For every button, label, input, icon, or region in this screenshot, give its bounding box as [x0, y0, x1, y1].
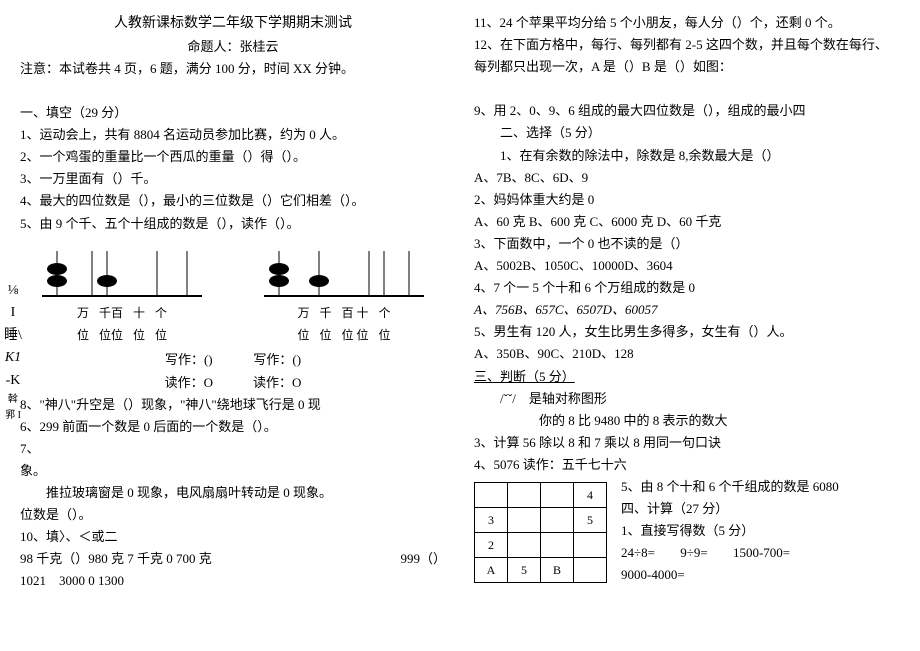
place-label: 位: [151, 325, 171, 345]
margin-glyph: ⅛: [2, 280, 24, 302]
grid-cell: [574, 557, 607, 582]
section-fill: 一、填空（29 分）: [20, 102, 446, 124]
abacus-1: 万 千百 十 个 位 位位 位 位: [37, 241, 207, 348]
choice-q3a: A、5002B、1050C、10000D、3604: [474, 255, 900, 277]
place-label: 位: [73, 325, 93, 345]
choice-q1a: A、7B、8C、6D、9: [474, 167, 900, 189]
grid-cell: 2: [475, 532, 508, 557]
write-as: 写作：(): [253, 349, 301, 371]
margin-glyph: 斡: [2, 392, 24, 408]
fill-q6: 6、299 前面一个数是 0 后面的一个数是（）。: [20, 416, 446, 438]
grid-cell: B: [541, 557, 574, 582]
fill-q7b: 象。: [20, 460, 446, 482]
choice-q4: 4、7 个一 5 个十和 6 个万组成的数是 0: [474, 277, 900, 299]
grid-cell: 5: [574, 507, 607, 532]
margin-glyph: K1: [2, 347, 24, 369]
judge-q1: /ˇˇ/ 是轴对称图形: [474, 388, 900, 410]
grid-note: 5、由 8 个十和 6 个千组成的数是 6080: [621, 476, 900, 498]
place-label: 位位: [95, 325, 127, 345]
fill-push: 推拉玻璃窗是 0 现象，电风扇扇叶转动是 0 现象。: [20, 482, 446, 504]
write-as: 写作：(): [165, 349, 213, 371]
margin-glyph: 郛 I: [2, 408, 24, 424]
judge-q4: 4、5076 读作：五千七十六: [474, 454, 900, 476]
abacus-icon: [37, 241, 207, 301]
grid-cell: [475, 482, 508, 507]
byline: 命题人：张桂云: [20, 36, 446, 58]
place-label: 千: [315, 303, 335, 323]
grid-cell: [574, 532, 607, 557]
read-as: 读作：O: [253, 372, 301, 394]
calc-item: 9000-4000=: [621, 564, 685, 586]
place-label: 位: [129, 325, 149, 345]
grid-cell: [508, 507, 541, 532]
judge-q3: 3、计算 56 除以 8 和 7 乘以 8 用同一句口诀: [474, 432, 900, 454]
margin-glyph: I 睡\: [2, 302, 24, 347]
fill-q11: 11、24 个苹果平均分给 5 个小朋友，每人分（）个，还剩 0 个。: [474, 12, 900, 34]
choice-q5: 5、男生有 120 人，女生比男生多得多，女生有（）人。: [474, 321, 900, 343]
grid-cell: [541, 507, 574, 532]
fill-q10c: 999（）: [400, 548, 446, 570]
fill-q4: 4、最大的四位数是（），最小的三位数是（）它们相差（）。: [20, 190, 446, 212]
paper-title: 人教新课标数学二年级下学期期末测试: [20, 12, 446, 36]
judge-q2: 你的 8 比 9480 中的 8 表示的数大: [474, 410, 900, 432]
place-label: 百 十: [338, 303, 373, 323]
abacus-2: 万 千 百 十 个 位 位 位 位 位: [259, 241, 429, 348]
place-labels-1: 万 千百 十 个 位 位位 位 位: [71, 301, 173, 348]
fill-q9: 9、用 2、0、9、6 组成的最大四位数是（），组成的最小四: [474, 100, 900, 122]
place-label: 万: [293, 303, 313, 323]
place-label: 个: [375, 303, 395, 323]
place-label: 位 位: [338, 325, 373, 345]
fill-q2: 2、一个鸡蛋的重量比一个西瓜的重量（）得（）。: [20, 146, 446, 168]
grid-cell: 4: [574, 482, 607, 507]
number-grid: 4 3 5 2 A 5 B: [474, 482, 607, 583]
right-column: 11、24 个苹果平均分给 5 个小朋友，每人分（）个，还剩 0 个。 12、在…: [474, 12, 900, 592]
grid-cell: 5: [508, 557, 541, 582]
choice-q1: 1、在有余数的除法中，除数是 8,余数最大是（）: [474, 145, 900, 167]
calc-item: 24÷8=: [621, 542, 655, 564]
place-labels-2: 万 千 百 十 个 位 位 位 位 位: [291, 301, 396, 348]
abacus-icon: [259, 241, 429, 301]
place-label: 位: [293, 325, 313, 345]
place-label: 十: [129, 303, 149, 323]
place-label: 位: [375, 325, 395, 345]
choice-q4a: A、756B、657C、6507D、60057: [474, 299, 900, 321]
notice: 注意：本试卷共 4 页，6 题，满分 100 分，时间 XX 分钟。: [20, 58, 446, 80]
calc-q1: 1、直接写得数（5 分）: [621, 520, 900, 542]
margin-glyph: -K: [2, 370, 24, 392]
read-as: 读作：O: [165, 372, 213, 394]
section-calc: 四、计算（27 分）: [621, 498, 900, 520]
place-label: 位: [315, 325, 335, 345]
calc-item: 9÷9=: [680, 542, 707, 564]
fill-q5: 5、由 9 个千、五个十组成的数是（），读作（）。: [20, 213, 446, 235]
grid-cell: [541, 532, 574, 557]
choice-q2: 2、妈妈体重大约是 0: [474, 189, 900, 211]
section-judge: 三、判断（5 分）: [474, 366, 900, 388]
choice-q5a: A、350B、90C、210D、128: [474, 343, 900, 365]
grid-cell: 3: [475, 507, 508, 532]
fill-q8: 8、"神八"升空是（）现象，"神八"绕地球飞行是 0 现: [20, 394, 446, 416]
fill-q1: 1、运动会上，共有 8804 名运动员参加比赛，约为 0 人。: [20, 124, 446, 146]
grid-cell: A: [475, 557, 508, 582]
fill-q10: 10、填〉、＜或二: [20, 526, 446, 548]
fill-q10b: 1021 3000 0 1300: [20, 570, 446, 592]
binding-margin: ⅛ I 睡\ K1 -K 斡 郛 I: [2, 280, 24, 424]
left-column: 人教新课标数学二年级下学期期末测试 命题人：张桂云 注意：本试卷共 4 页，6 …: [20, 12, 446, 592]
grid-cell: [508, 482, 541, 507]
fill-q10a: 98 千克（）980 克 7 千克 0 700 克: [20, 548, 212, 570]
grid-cell: [541, 482, 574, 507]
place-label: 千百: [95, 303, 127, 323]
fill-q7: 7、: [20, 438, 446, 460]
grid-cell: [508, 532, 541, 557]
choice-q3: 3、下面数中，一个 0 也不读的是（）: [474, 233, 900, 255]
fill-q12: 12、在下面方格中，每行、每列都有 2-5 这四个数，并且每个数在每行、每列都只…: [474, 34, 900, 78]
choice-q2a: A、60 克 B、600 克 C、6000 克 D、60 千克: [474, 211, 900, 233]
fill-q3: 3、一万里面有（）千。: [20, 168, 446, 190]
fill-digit: 位数是（）。: [20, 504, 446, 526]
section-choice: 二、选择（5 分）: [474, 122, 900, 144]
calc-item: 1500-700=: [733, 542, 790, 564]
place-label: 万: [73, 303, 93, 323]
place-label: 个: [151, 303, 171, 323]
